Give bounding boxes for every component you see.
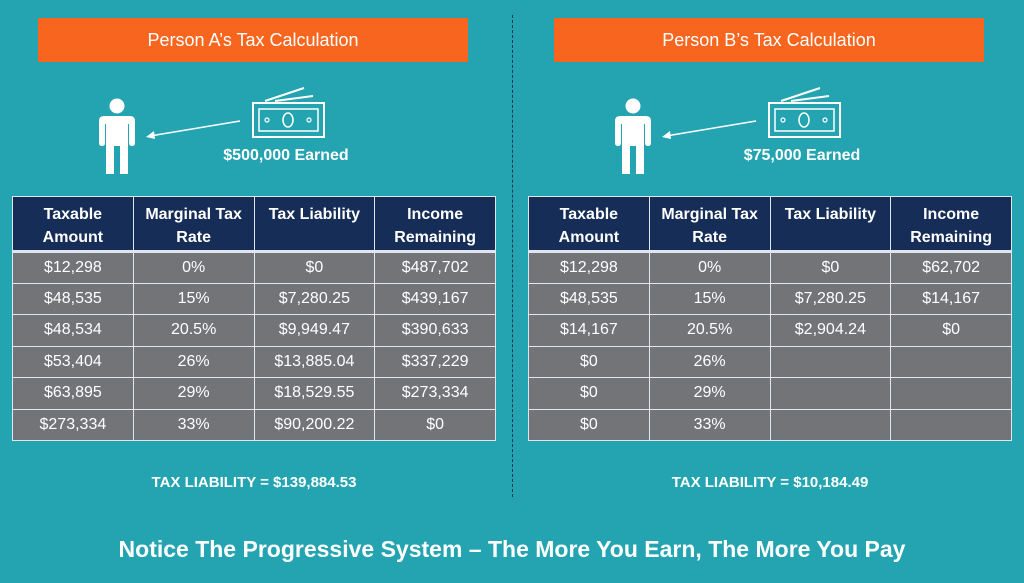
money-icon xyxy=(768,87,841,138)
column-header: Taxable Amount xyxy=(528,196,650,253)
table-row: $0 29% xyxy=(528,377,1012,410)
table-cell: 29% xyxy=(132,377,255,410)
table-row: $48,535 15% $7,280.25 $14,167 xyxy=(528,282,1012,315)
person-icon xyxy=(615,98,651,174)
table-cell: 26% xyxy=(132,345,255,378)
table-cell: $48,534 xyxy=(12,314,134,347)
total-tax-liability: TAX LIABILITY = $139,884.53 xyxy=(151,474,357,491)
table-cell: $0 xyxy=(253,251,376,284)
panel-title: Person A’s Tax Calculation xyxy=(38,18,468,62)
table-cell: $273,334 xyxy=(12,408,134,441)
table-cell: $273,334 xyxy=(374,377,496,410)
table-cell: $14,167 xyxy=(528,314,650,347)
table-row: $273,334 33% $90,200.22 $0 xyxy=(12,408,496,441)
table-cell: $18,529.55 xyxy=(253,377,376,410)
arrow-icon xyxy=(662,120,757,139)
table-cell: $487,702 xyxy=(374,251,496,284)
total-tax-liability: TAX LIABILITY = $10,184.49 xyxy=(671,474,869,491)
table-cell: $7,280.25 xyxy=(253,282,376,315)
column-header: Tax Liability xyxy=(769,196,892,253)
table-cell xyxy=(769,377,892,410)
table-cell xyxy=(890,408,1012,441)
table-cell: $13,885.04 xyxy=(253,345,376,378)
table-cell xyxy=(769,408,892,441)
table-cell: $53,404 xyxy=(12,345,134,378)
table-cell: $439,167 xyxy=(374,282,496,315)
table-cell xyxy=(769,345,892,378)
table-cell: $12,298 xyxy=(528,251,650,284)
table-cell: $0 xyxy=(769,251,892,284)
divider xyxy=(512,15,513,497)
table-row: $63,895 29% $18,529.55 $273,334 xyxy=(12,377,496,410)
table-cell: $337,229 xyxy=(374,345,496,378)
table-cell: $0 xyxy=(528,345,650,378)
table-cell: $0 xyxy=(890,314,1012,347)
money-icon xyxy=(252,87,325,138)
column-header: Income Remaining xyxy=(890,196,1012,253)
table-cell xyxy=(890,345,1012,378)
table-row: $0 33% xyxy=(528,408,1012,441)
table-cell xyxy=(890,377,1012,410)
table-cell: $62,702 xyxy=(890,251,1012,284)
table-row: $53,404 26% $13,885.04 $337,229 xyxy=(12,345,496,378)
table-cell: $9,949.47 xyxy=(253,314,376,347)
table-cell: $0 xyxy=(528,377,650,410)
table-cell: $0 xyxy=(528,408,650,441)
table-row: $14,167 20.5% $2,904.24 $0 xyxy=(528,314,1012,347)
table-cell: $63,895 xyxy=(12,377,134,410)
table-cell: $48,535 xyxy=(528,282,650,315)
table-cell: $14,167 xyxy=(890,282,1012,315)
table-cell: 29% xyxy=(648,377,771,410)
column-header: Taxable Amount xyxy=(12,196,134,253)
column-header: Marginal Tax Rate xyxy=(648,196,771,253)
earned-amount: $75,000 Earned xyxy=(743,147,861,164)
panel-title: Person B’s Tax Calculation xyxy=(554,18,984,62)
table-cell: $2,904.24 xyxy=(769,314,892,347)
table-cell: $390,633 xyxy=(374,314,496,347)
table-cell: $7,280.25 xyxy=(769,282,892,315)
footer-caption: Notice The Progressive System – The More… xyxy=(118,536,906,562)
table-cell: $48,535 xyxy=(12,282,134,315)
table-row: $12,298 0% $0 $487,702 xyxy=(12,251,496,284)
column-header: Tax Liability xyxy=(253,196,376,253)
tax-table: Taxable Amount Marginal Tax Rate Tax Liabi… xyxy=(528,196,1012,441)
column-header: Income Remaining xyxy=(374,196,496,253)
table-cell: 0% xyxy=(648,251,771,284)
table-cell: $0 xyxy=(374,408,496,441)
table-cell: $12,298 xyxy=(12,251,134,284)
table-cell: 26% xyxy=(648,345,771,378)
table-cell: 33% xyxy=(132,408,255,441)
table-cell: 20.5% xyxy=(132,314,255,347)
table-row: $0 26% xyxy=(528,345,1012,378)
table-cell: 33% xyxy=(648,408,771,441)
column-header: Marginal Tax Rate xyxy=(132,196,255,253)
table-row: $48,535 15% $7,280.25 $439,167 xyxy=(12,282,496,315)
earned-amount: $500,000 Earned xyxy=(223,147,349,164)
table-cell: 0% xyxy=(132,251,255,284)
tax-table: Taxable Amount Marginal Tax Rate Tax Liabi… xyxy=(12,196,496,441)
table-cell: 20.5% xyxy=(648,314,771,347)
arrow-icon xyxy=(146,120,241,139)
table-cell: 15% xyxy=(648,282,771,315)
table-row: $12,298 0% $0 $62,702 xyxy=(528,251,1012,284)
table-cell: 15% xyxy=(132,282,255,315)
table-cell: $90,200.22 xyxy=(253,408,376,441)
table-row: $48,534 20.5% $9,949.47 $390,633 xyxy=(12,314,496,347)
person-icon xyxy=(99,98,135,174)
